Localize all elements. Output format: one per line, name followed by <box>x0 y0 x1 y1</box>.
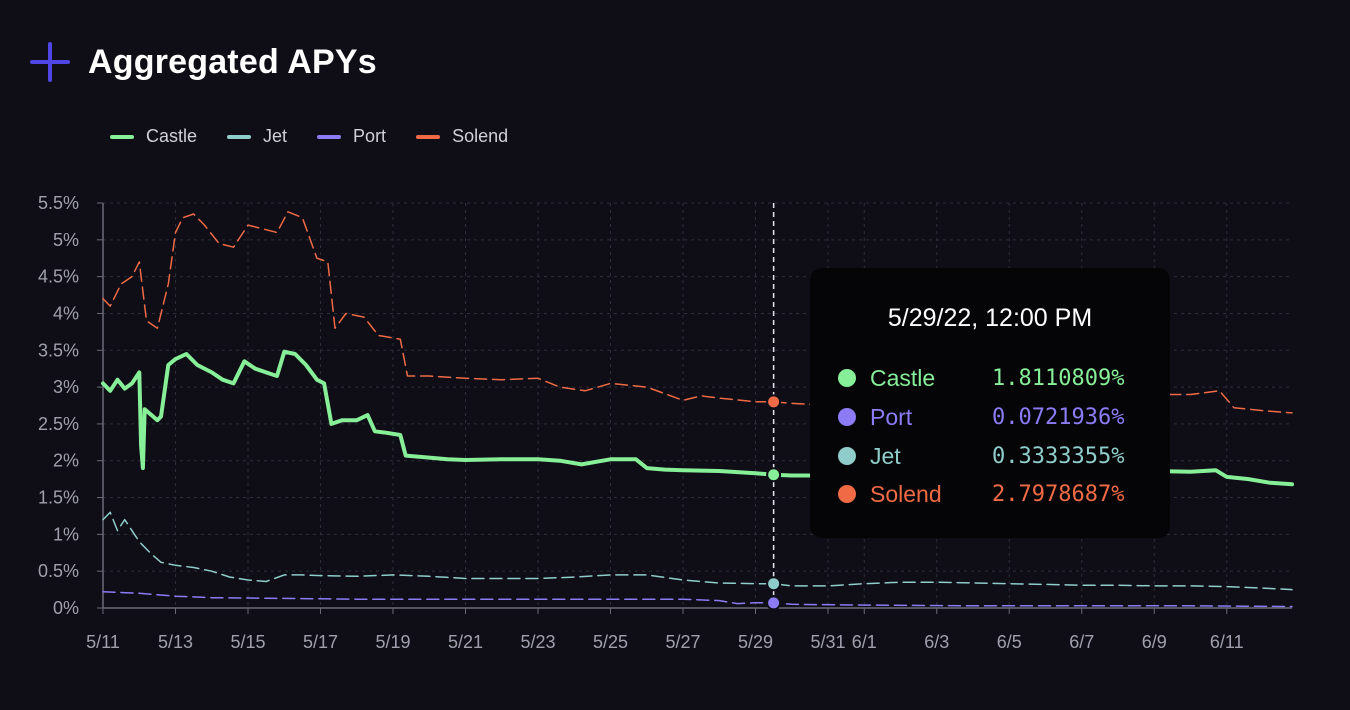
legend-item-port[interactable]: Port <box>317 126 386 147</box>
y-tick-label: 3% <box>53 377 79 397</box>
y-tick-label: 0% <box>53 598 79 618</box>
legend-swatch <box>317 134 342 139</box>
y-tick-label: 0.5% <box>38 561 79 581</box>
tooltip-dot <box>838 447 856 465</box>
series-line-port <box>102 591 1293 608</box>
hover-marker-castle <box>766 467 782 483</box>
legend-item-jet[interactable]: Jet <box>227 126 287 147</box>
y-tick-label: 2.5% <box>38 414 79 434</box>
page-title: Aggregated APYs <box>88 42 377 81</box>
tooltip-row-port: Port 0.0721936% <box>838 402 1158 432</box>
legend-item-castle[interactable]: Castle <box>110 126 197 147</box>
legend-label: Castle <box>146 126 198 146</box>
legend-label: Port <box>353 126 387 146</box>
tooltip-dot <box>838 408 856 426</box>
tooltip-series-value: 2.7978687% <box>992 481 1125 507</box>
tooltip-series-name: Jet <box>870 442 901 469</box>
legend-swatch <box>110 134 134 139</box>
y-tick-label: 4% <box>53 303 79 323</box>
x-tick-label: 6/5 <box>997 632 1022 652</box>
tooltip-title: 5/29/22, 12:00 PM <box>887 304 1093 332</box>
x-tick-label: 5/31 <box>810 632 845 652</box>
tooltip-series-name: Solend <box>870 480 942 507</box>
y-tick-label: 3.5% <box>38 340 79 360</box>
legend-item-solend[interactable]: Solend <box>416 126 508 147</box>
y-tick-label: 4.5% <box>38 267 79 287</box>
x-tick-label: 6/9 <box>1142 632 1167 652</box>
x-tick-label: 6/1 <box>852 632 877 652</box>
tooltip-series-name: Port <box>870 403 913 430</box>
y-tick-label: 1% <box>53 524 79 544</box>
series-line-jet <box>102 511 1293 591</box>
x-tick-label: 5/23 <box>520 632 555 652</box>
y-tick-label: 5.5% <box>38 193 79 213</box>
tooltip-row-solend: Solend 2.7978687% <box>838 479 1158 509</box>
x-tick-label: 6/3 <box>924 632 949 652</box>
x-tick-label: 5/25 <box>593 632 628 652</box>
hover-marker-jet <box>766 576 782 592</box>
tooltip-series-value: 0.0721936% <box>992 404 1125 430</box>
legend-label: Jet <box>263 126 288 146</box>
x-tick-label: 5/15 <box>230 632 265 652</box>
x-tick-label: 5/19 <box>375 632 410 652</box>
x-tick-label: 5/21 <box>448 632 483 652</box>
series-line-solend <box>102 211 1293 414</box>
x-tick-label: 6/7 <box>1069 632 1094 652</box>
plus-cross-icon <box>30 42 70 82</box>
legend-swatch <box>227 134 252 139</box>
tooltip-row-jet: Jet 0.3333355% <box>838 441 1158 471</box>
x-tick-label: 5/29 <box>738 632 773 652</box>
tooltip-series-value: 1.8110809% <box>992 365 1125 391</box>
chart-tooltip: 5/29/22, 12:00 PM Castle 1.8110809% Port… <box>810 268 1170 538</box>
x-tick-label: 5/27 <box>665 632 700 652</box>
x-tick-label: 5/13 <box>158 632 193 652</box>
tooltip-series-value: 0.3333355% <box>992 443 1125 469</box>
tooltip-row-castle: Castle 1.8110809% <box>838 363 1158 393</box>
x-tick-label: 5/17 <box>303 632 338 652</box>
x-tick-label: 5/11 <box>86 632 120 652</box>
y-tick-label: 2% <box>53 451 79 471</box>
y-tick-label: 5% <box>53 230 79 250</box>
x-tick-label: 6/11 <box>1210 632 1244 652</box>
legend-label: Solend <box>452 126 509 146</box>
y-tick-label: 1.5% <box>38 488 79 508</box>
tooltip-dot <box>838 369 856 387</box>
tooltip-series-name: Castle <box>870 364 936 391</box>
hover-marker-port <box>766 595 782 611</box>
legend-swatch <box>416 134 441 139</box>
chart-legend: Castle Jet Port Solend <box>110 126 538 147</box>
tooltip-dot <box>838 485 856 503</box>
header: Aggregated APYs <box>30 40 377 84</box>
hover-marker-solend <box>766 394 782 410</box>
